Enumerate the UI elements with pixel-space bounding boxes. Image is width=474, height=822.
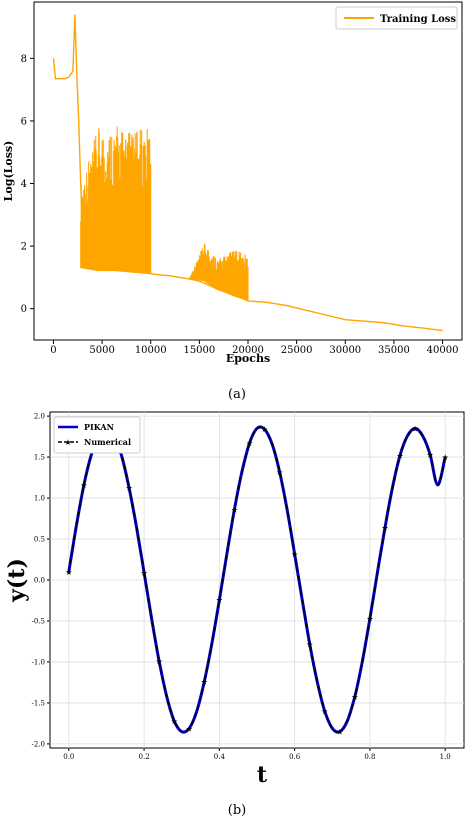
- numerical-marker: ★: [186, 724, 193, 733]
- y-tick-label-a-0: 0: [21, 304, 27, 315]
- x-tick-label-b-5: 1.0: [440, 753, 451, 761]
- y-tick-label-b-8: 2.0: [34, 413, 45, 421]
- loss-oscillation-band-0: [80, 126, 152, 274]
- y-tick-label-b-0: -2.0: [32, 740, 46, 748]
- numerical-marker: ★: [381, 524, 388, 533]
- legend-label-numerical: Numerical: [84, 437, 131, 447]
- y-tick-label-b-6: 1.0: [34, 495, 45, 503]
- x-tick-label-a-0: 0: [50, 345, 56, 356]
- y-tick-label-a-4: 8: [21, 54, 27, 65]
- numerical-marker: ★: [366, 615, 373, 624]
- numerical-marker: ★: [291, 550, 298, 559]
- y-tick-label-a-3: 6: [21, 116, 27, 127]
- y-tick-label-b-5: 0.5: [34, 536, 45, 544]
- caption-b: (b): [228, 803, 246, 818]
- numerical-marker: ★: [246, 439, 253, 448]
- training-loss-chart: 0 5000 10000 15000 20000 25000 30000 35000 40000…: [2, 1, 463, 365]
- numerical-marker: ★: [65, 568, 72, 577]
- legend-b: PIKAN ★ Numerical: [53, 416, 141, 454]
- x-tick-label-a-3: 15000: [183, 345, 215, 356]
- numerical-marker: ★: [321, 707, 328, 716]
- y-tick-label-a-1: 2: [21, 242, 27, 253]
- numerical-marker: ★: [351, 692, 358, 701]
- x-tick-label-a-2: 10000: [135, 345, 167, 356]
- numerical-marker: ★: [156, 657, 163, 666]
- numerical-marker: ★: [276, 468, 283, 477]
- y-tick-label-b-4: 0.0: [34, 577, 45, 585]
- numerical-marker: ★: [336, 728, 343, 737]
- x-tick-label-b-3: 0.6: [289, 753, 301, 761]
- x-axis-label-b: t: [257, 762, 268, 788]
- y-axis-label-a: Log(Loss): [2, 141, 15, 202]
- legend-label-training-loss: Training Loss: [380, 14, 456, 25]
- numerical-marker: ★: [171, 717, 178, 726]
- legend-star-marker: ★: [64, 438, 71, 447]
- x-tick-label-b-1: 0.2: [139, 753, 150, 761]
- y-axis-label-b: y(t): [4, 558, 30, 603]
- numerical-marker: ★: [80, 481, 87, 490]
- numerical-marker: ★: [141, 569, 148, 578]
- legend-a: Training Loss: [335, 6, 458, 30]
- numerical-marker: ★: [125, 483, 132, 492]
- numerical-marker: ★: [216, 596, 223, 605]
- numerical-marker: ★: [306, 640, 313, 649]
- x-tick-label-a-6: 30000: [329, 345, 361, 356]
- x-tick-label-a-5: 25000: [281, 345, 313, 356]
- x-tick-label-a-7: 35000: [378, 345, 410, 356]
- numerical-marker: ★: [427, 451, 434, 460]
- y-tick-label-b-3: -0.5: [32, 617, 46, 625]
- numerical-marker: ★: [411, 424, 418, 433]
- numerical-marker: ★: [261, 425, 268, 434]
- x-tick-label-b-4: 0.8: [364, 753, 375, 761]
- training-loss-line: [52, 14, 443, 332]
- numerical-marker: ★: [442, 453, 449, 462]
- legend-label-pikan: PIKAN: [84, 422, 114, 432]
- x-tick-label-a-1: 5000: [89, 345, 114, 356]
- y-tick-label-a-2: 4: [21, 179, 27, 190]
- loss-oscillation-band-1: [189, 243, 249, 301]
- y-tick-label-b-1: -1.5: [32, 699, 46, 707]
- y-tick-label-b-7: 1.5: [34, 454, 45, 462]
- solution-comparison-chart: 0.0 0.2 0.4 0.6 0.8 1.0 -2.0 -1.5 -1.0 -0.5 0.0 0.…: [4, 411, 465, 788]
- x-tick-label-b-0: 0.0: [63, 753, 74, 761]
- numerical-line: [68, 426, 446, 733]
- x-tick-label-a-4: 20000: [232, 345, 264, 356]
- x-axis-label-a: Epochs: [226, 352, 270, 365]
- legend-box-a: [335, 6, 458, 30]
- x-tick-label-a-8: 40000: [427, 345, 459, 356]
- numerical-marker: ★: [201, 678, 208, 687]
- numerical-marker: ★: [231, 506, 238, 515]
- numerical-marker: ★: [396, 451, 403, 460]
- y-tick-label-b-2: -1.0: [32, 658, 46, 666]
- x-tick-label-b-2: 0.4: [214, 753, 226, 761]
- caption-a: (a): [228, 387, 246, 402]
